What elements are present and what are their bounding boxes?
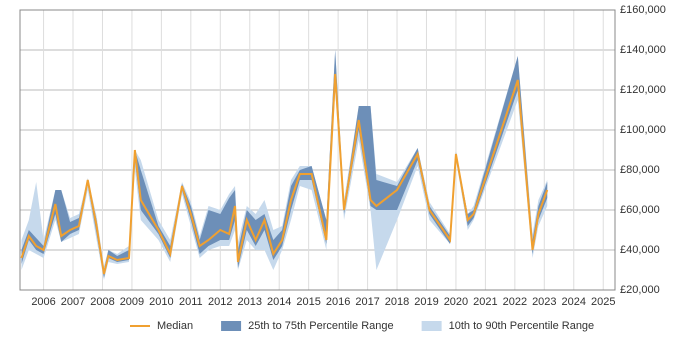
legend-label: Median	[157, 320, 193, 332]
x-tick-label: 2010	[149, 296, 173, 308]
legend-label: 25th to 75th Percentile Range	[248, 320, 394, 332]
y-tick-label: £100,000	[620, 124, 666, 136]
x-tick-label: 2020	[444, 296, 468, 308]
x-tick-label: 2025	[591, 296, 615, 308]
x-tick-label: 2007	[61, 296, 85, 308]
x-tick-label: 2022	[503, 296, 527, 308]
x-tick-label: 2013	[238, 296, 262, 308]
x-tick-label: 2012	[208, 296, 232, 308]
plot-border	[19, 9, 616, 291]
legend-swatch	[221, 321, 242, 331]
x-tick-label: 2006	[31, 296, 55, 308]
plot-area	[20, 10, 615, 290]
x-tick-label: 2021	[473, 296, 497, 308]
y-tick-label: £140,000	[620, 44, 666, 56]
y-tick-label: £160,000	[620, 4, 666, 16]
x-tick-label: 2017	[355, 296, 379, 308]
x-tick-label: 2015	[296, 296, 320, 308]
x-tick-label: 2024	[562, 296, 586, 308]
y-tick-label: £120,000	[620, 84, 666, 96]
x-tick-label: 2018	[385, 296, 409, 308]
x-tick-label: 2014	[267, 296, 291, 308]
median-line	[20, 73, 549, 275]
y-tick-label: £60,000	[620, 204, 660, 216]
x-tick-label: 2016	[326, 296, 350, 308]
y-tick-label: £20,000	[620, 284, 660, 296]
x-tick-label: 2008	[90, 296, 114, 308]
x-tick-label: 2011	[179, 296, 203, 308]
x-tick-label: 2023	[532, 296, 556, 308]
legend-swatch	[421, 321, 442, 331]
y-tick-label: £80,000	[620, 164, 660, 176]
legend-label: 10th to 90th Percentile Range	[449, 320, 595, 332]
x-tick-label: 2019	[414, 296, 438, 308]
y-tick-label: £40,000	[620, 244, 660, 256]
x-tick-label: 2009	[120, 296, 144, 308]
